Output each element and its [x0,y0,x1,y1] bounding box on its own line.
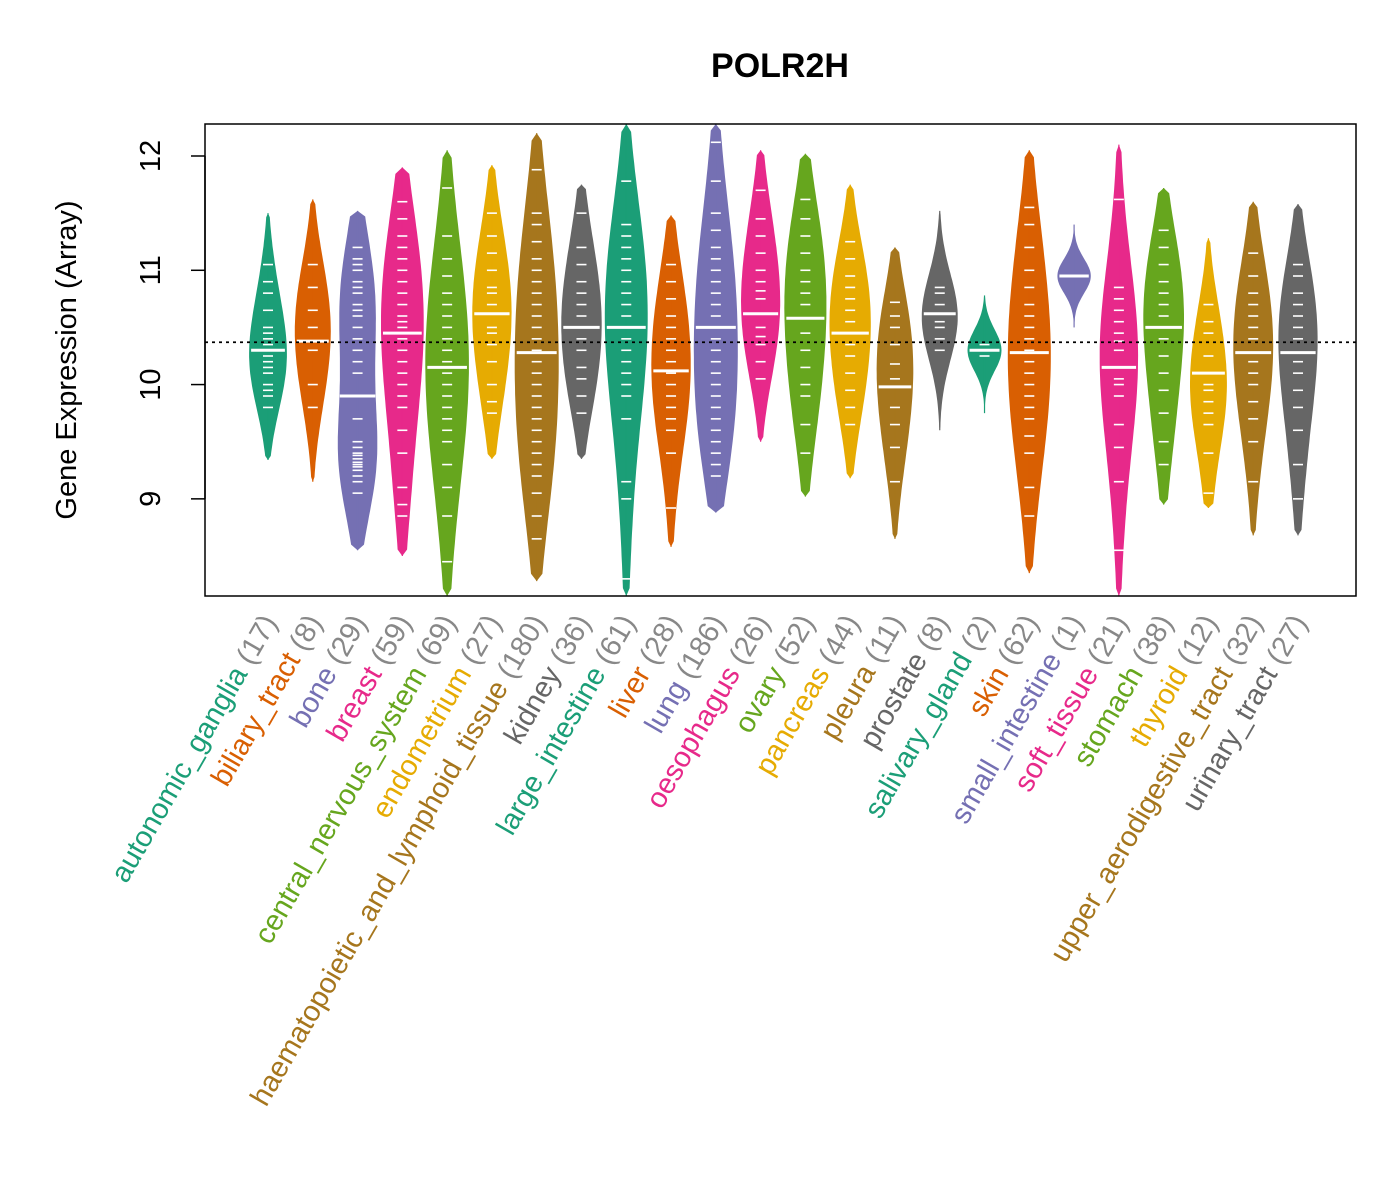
y-tick-label: 11 [135,255,167,285]
bean-endometrium [472,165,512,459]
bean-salivary_gland [967,295,1002,414]
bean-stomach [1143,188,1184,505]
bean-thyroid [1190,238,1227,509]
bean-autonomic_ganglia [249,213,287,460]
chart-title: POLR2H [711,47,849,85]
y-axis: 9 10 11 12 [135,140,206,507]
bean-oesophagus [741,150,781,442]
y-tick-label: 10 [135,368,167,400]
y-axis-label: Gene Expression (Array) [51,200,83,519]
x-label-count: (27) [1257,610,1315,678]
bean-skin [1007,150,1051,574]
bean-biliary_tract [294,199,331,482]
bean-lung [693,124,738,513]
bean-kidney [561,184,602,459]
x-axis-category-labels: autonomic_ganglia (17)biliary_tract (8)b… [105,610,1314,1112]
y-tick-label: 12 [135,140,167,172]
bean-pleura [876,247,914,539]
bean-urinary_tract [1278,204,1318,536]
bean-ovary [784,153,827,497]
bean-central_nervous_system [425,150,469,597]
bean-liver [651,215,691,547]
beans-layer [249,124,1318,597]
y-tick-label: 9 [135,491,167,507]
bean-breast [381,167,424,556]
bean-prostate [921,210,958,431]
bean-small_intestine [1057,224,1091,328]
bean-bone [337,210,378,551]
bean-soft_tissue [1099,144,1139,596]
bean-large_intestine [604,124,648,596]
bean-haematopoietic_and_lymphoid_tissue [514,133,559,582]
bean-upper_aerodigestive_tract [1233,201,1274,536]
plot-area-frame [204,123,1357,597]
bean-pancreas [829,184,871,479]
